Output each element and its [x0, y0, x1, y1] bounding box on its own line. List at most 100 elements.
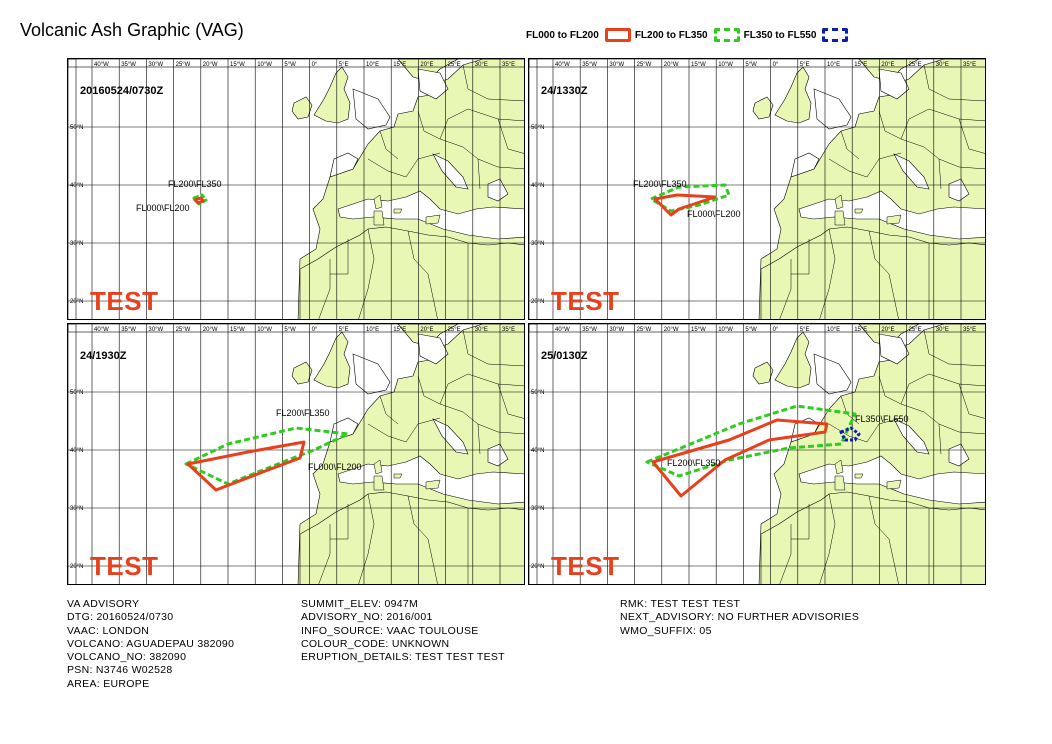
- ash-cloud-label: FL200\FL350: [667, 458, 721, 468]
- lon-tick-label: 30°E: [475, 62, 488, 68]
- lon-tick-label: 20°E: [420, 327, 433, 333]
- lon-tick-label: 25°W: [176, 62, 191, 68]
- lon-tick-label: 25°E: [909, 62, 922, 68]
- ash-cloud-label: FL000\FL200: [136, 203, 190, 213]
- legend: FL000 to FL200 FL200 to FL350 FL350 to F…: [526, 24, 852, 46]
- lon-tick-label: 20°E: [420, 62, 433, 68]
- map-panel-3: 40°W 35°W 30°W 25°W 20°W 15°W 10°W 5°W 0° 5°E 10°E…: [67, 323, 525, 585]
- panel-timestamp-1: 20160524/0730Z: [80, 85, 164, 97]
- lat-tick-label: 50°N: [531, 125, 544, 131]
- ash-cloud-polygon: [649, 183, 731, 213]
- page-title: Volcanic Ash Graphic (VAG): [20, 20, 244, 40]
- map-panel-1: 40°W 35°W 30°W 25°W 20°W 15°W 10°W 5°W 0° 5°E 10°E…: [67, 58, 525, 320]
- advisory-line: NEXT_ADVISORY: NO FURTHER ADVISORIES: [620, 611, 860, 624]
- lon-tick-label: 35°W: [582, 327, 597, 333]
- lon-tick-label: 40°W: [94, 327, 109, 333]
- lat-tick-label: 50°N: [531, 390, 544, 396]
- lon-tick-label: 10°E: [366, 62, 379, 68]
- lon-tick-label: 20°W: [203, 62, 218, 68]
- advisory-line: VOLCANO: AGUADEPAU 382090: [67, 637, 235, 650]
- lat-tick-label: 40°N: [70, 183, 83, 189]
- lon-tick-label: 15°E: [393, 62, 406, 68]
- lon-tick-label: 0°: [773, 327, 779, 333]
- advisory-line: ADVISORY_NO: 2016/001: [301, 611, 433, 624]
- legend-label-fl200-fl350: FL200 to FL350: [634, 29, 708, 41]
- lon-tick-label: 30°W: [148, 327, 163, 333]
- advisory-line: ERUPTION_DETAILS: TEST TEST TEST: [301, 651, 505, 664]
- lon-tick-label: 10°W: [718, 62, 733, 68]
- lon-tick-label: 15°E: [393, 327, 406, 333]
- lon-tick-label: 30°W: [609, 62, 624, 68]
- ash-cloud-label: FL350\FL550: [855, 414, 909, 424]
- lon-tick-label: 25°W: [637, 62, 652, 68]
- lon-tick-label: 0°: [312, 62, 318, 68]
- lat-tick-label: 50°N: [70, 390, 83, 396]
- map-grid: 40°W 35°W 30°W 25°W 20°W 15°W 10°W 5°W 0° 5°E 10°E…: [67, 58, 986, 585]
- lon-tick-label: 20°W: [664, 62, 679, 68]
- map-panel-4: 40°W 35°W 30°W 25°W 20°W 15°W 10°W 5°W 0° 5°E 10°E…: [528, 323, 986, 585]
- test-watermark-1: TEST: [90, 286, 159, 316]
- test-watermark-4: TEST: [551, 551, 620, 581]
- ash-cloud-label: FL000\FL200: [308, 462, 362, 472]
- ash-cloud-label: FL200\FL350: [633, 179, 687, 189]
- lon-tick-label: 30°E: [475, 327, 488, 333]
- ash-cloud-label: FL000\FL200: [687, 209, 741, 219]
- map-canvas-3: 40°W 35°W 30°W 25°W 20°W 15°W 10°W 5°W 0° 5°E 10°E…: [68, 324, 524, 584]
- lon-tick-label: 5°E: [800, 62, 810, 68]
- lon-tick-label: 25°E: [448, 327, 461, 333]
- lon-tick-label: 20°E: [881, 62, 894, 68]
- lon-tick-label: 40°W: [555, 327, 570, 333]
- lon-tick-label: 20°W: [203, 327, 218, 333]
- lat-tick-label: 30°N: [531, 506, 544, 512]
- lon-tick-label: 40°W: [94, 62, 109, 68]
- advisory-line: RMK: TEST TEST TEST: [620, 598, 741, 610]
- lat-tick-label: 40°N: [531, 448, 544, 454]
- lat-tick-label: 20°N: [70, 564, 83, 570]
- lon-tick-label: 20°E: [881, 327, 894, 333]
- advisory-line: PSN: N3746 W02528: [67, 664, 173, 677]
- lat-tick-label: 30°N: [70, 506, 83, 512]
- lon-tick-label: 10°W: [257, 62, 272, 68]
- ash-cloud-polygon: [193, 196, 205, 205]
- lon-tick-label: 15°W: [691, 327, 706, 333]
- lon-tick-label: 25°W: [176, 327, 191, 333]
- test-watermark-2: TEST: [551, 286, 620, 316]
- lat-tick-label: 20°N: [531, 299, 544, 305]
- ash-cloud-label: FL200\FL350: [168, 179, 222, 189]
- advisory-line: DTG: 20160524/0730: [67, 611, 174, 624]
- advisory-col-2: SUMMIT_ELEV: 0947M ADVISORY_NO: 2016/001…: [301, 598, 505, 664]
- lon-tick-label: 10°E: [366, 327, 379, 333]
- lon-tick-label: 20°W: [664, 327, 679, 333]
- lon-tick-label: 10°E: [827, 62, 840, 68]
- map-panel-2: 40°W 35°W 30°W 25°W 20°W 15°W 10°W 5°W 0° 5°E 10°E…: [528, 58, 986, 320]
- ash-cloud-polygon: [651, 418, 829, 498]
- lon-tick-label: 10°E: [827, 327, 840, 333]
- lon-tick-label: 5°E: [339, 62, 349, 68]
- lon-tick-label: 5°W: [284, 327, 296, 333]
- lon-tick-label: 30°W: [609, 327, 624, 333]
- lon-tick-label: 5°W: [745, 62, 757, 68]
- lon-tick-label: 10°W: [718, 327, 733, 333]
- lat-tick-label: 40°N: [70, 448, 83, 454]
- advisory-line: VAAC: LONDON: [67, 624, 150, 637]
- lon-tick-label: 30°E: [936, 62, 949, 68]
- lat-tick-label: 20°N: [70, 299, 83, 305]
- panel-timestamp-3: 24/1930Z: [80, 350, 127, 362]
- ash-cloud-polygon: [653, 193, 717, 217]
- advisory-line: COLOUR_CODE: UNKNOWN: [301, 637, 450, 650]
- lon-tick-label: 15°W: [230, 62, 245, 68]
- lat-tick-label: 30°N: [531, 241, 544, 247]
- lon-tick-label: 15°E: [854, 327, 867, 333]
- lon-tick-label: 35°E: [963, 62, 976, 68]
- advisory-line: SUMMIT_ELEV: 0947M: [301, 598, 419, 610]
- lon-tick-label: 35°W: [582, 62, 597, 68]
- legend-swatch-red: [604, 28, 631, 42]
- legend-swatch-green: [713, 28, 740, 42]
- ash-cloud-label: FL200\FL350: [276, 408, 330, 418]
- lon-tick-label: 35°E: [502, 327, 515, 333]
- lon-tick-label: 5°E: [800, 327, 810, 333]
- lon-tick-label: 35°E: [502, 62, 515, 68]
- lon-tick-label: 10°W: [257, 327, 272, 333]
- map-canvas-4: 40°W 35°W 30°W 25°W 20°W 15°W 10°W 5°W 0° 5°E 10°E…: [529, 324, 985, 584]
- advisory-line: VA ADVISORY: [67, 598, 140, 610]
